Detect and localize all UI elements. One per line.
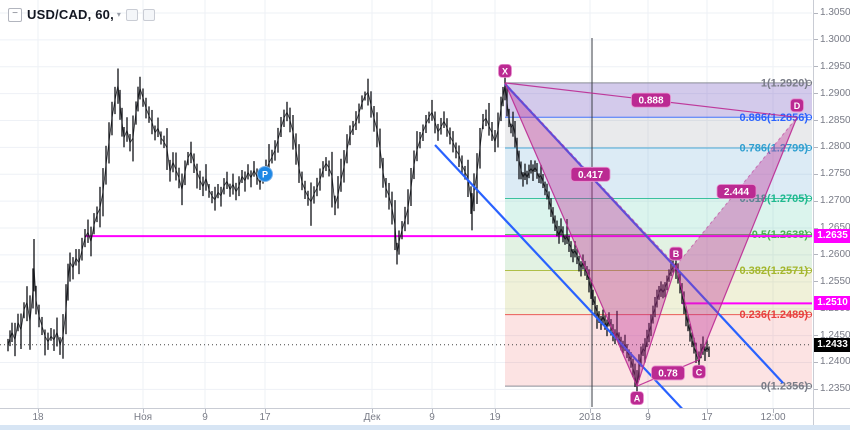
p-marker[interactable]: P	[257, 166, 273, 182]
svg-text:P: P	[262, 170, 268, 180]
price-tick-mark	[814, 66, 818, 68]
pattern-ratio-0.78[interactable]: 0.78	[651, 365, 685, 381]
bottom-toolbar-strip	[0, 425, 850, 430]
collapse-pane-icon[interactable]: −	[8, 7, 22, 22]
time-tick-label: 18	[32, 412, 44, 423]
price-tick-mark	[814, 388, 818, 390]
price-tick-label: 1.2400	[820, 356, 850, 368]
svg-text:X: X	[502, 66, 508, 76]
pattern-point-B[interactable]: B	[669, 246, 683, 261]
price-badge-1.2433: 1.2433	[814, 337, 850, 352]
price-tick-mark	[814, 254, 818, 256]
price-tick-mark	[814, 173, 818, 175]
fib-band-0.5	[505, 234, 812, 271]
price-tick-label: 1.2850	[820, 114, 850, 126]
time-tick-mark	[143, 409, 144, 413]
axis-corner	[813, 408, 850, 425]
time-tick-label: 12:00	[760, 412, 786, 423]
price-tick-mark	[814, 227, 818, 229]
time-tick-mark	[590, 409, 591, 413]
pattern-point-C[interactable]: C	[692, 364, 706, 379]
trendline-1[interactable]	[434, 144, 688, 408]
price-tick-label: 1.2750	[820, 168, 850, 180]
time-axis[interactable]: 18 Ноя 9 17 Дек 9 19 2018 9 17 12:00	[0, 408, 813, 425]
trendline-2[interactable]	[504, 83, 784, 384]
candles	[7, 84, 710, 388]
price-tick-label: 1.2550	[820, 275, 850, 287]
time-tick-label: 2018	[578, 412, 602, 423]
legend-toggle-icon-2[interactable]	[142, 8, 155, 21]
price-tick-mark	[814, 93, 818, 95]
time-tick-mark	[38, 409, 39, 413]
xabcd-pattern[interactable]	[504, 82, 798, 387]
price-tick-label: 1.2450	[820, 329, 850, 341]
symbol-title[interactable]: USD/CAD, 60,	[27, 7, 114, 22]
price-axis[interactable]: 1.3050 1.3000 1.2950 1.2900 1.2850 1.2800 1.27…	[813, 0, 850, 408]
plot-background	[0, 0, 812, 408]
time-tick-label: 17	[701, 412, 713, 423]
fib-band-0.886	[505, 117, 812, 148]
price-tick-label: 1.2900	[820, 87, 850, 99]
time-tick-label: 9	[202, 412, 208, 423]
pattern-point-X[interactable]: X	[498, 63, 512, 78]
price-tick-mark	[814, 361, 818, 363]
time-tick-label: Дек	[363, 412, 381, 423]
price-tick-mark	[814, 120, 818, 122]
time-tick-mark	[707, 409, 708, 413]
svg-text:C: C	[696, 367, 703, 377]
price-tick-mark	[814, 335, 818, 337]
time-tick-label: 9	[645, 412, 651, 423]
time-tick-mark	[265, 409, 266, 413]
pattern-ratio-0.888[interactable]: 0.888	[631, 92, 671, 108]
svg-text:2.444: 2.444	[724, 187, 749, 198]
price-tick-mark	[814, 12, 818, 14]
price-tick-label: 1.2950	[820, 60, 850, 72]
time-tick-mark	[205, 409, 206, 413]
pattern-ratio-0.417[interactable]: 0.417	[570, 166, 611, 182]
fib-retracement[interactable]: 1(1.2920)0.886(1.2856)0.786(1.2799)0.618…	[505, 77, 813, 393]
chevron-down-icon[interactable]: ▾	[116, 10, 121, 19]
chart-legend: − USD/CAD, 60, ▾	[8, 7, 155, 22]
price-tick-mark	[814, 200, 818, 202]
time-tick-mark	[648, 409, 649, 413]
svg-text:0.417: 0.417	[578, 170, 603, 181]
price-tick-label: 1.2650	[820, 222, 850, 234]
price-tick-label: 1.2800	[820, 141, 850, 153]
fib-band-0.786	[505, 147, 812, 199]
price-tick-mark	[814, 39, 818, 41]
svg-text:0.78: 0.78	[658, 368, 678, 379]
svg-text:B: B	[673, 249, 680, 259]
price-badge-1.2635: 1.2635	[814, 229, 850, 244]
time-tick-label: Ноя	[133, 412, 153, 423]
price-tick-label: 1.2600	[820, 248, 850, 260]
price-tick-label: 1.2350	[820, 383, 850, 395]
time-tick-label: 9	[429, 412, 435, 423]
price-chart-canvas[interactable]: 1(1.2920)0.886(1.2856)0.786(1.2799)0.618…	[0, 0, 813, 408]
price-tick-mark	[814, 146, 818, 148]
legend-toggle-icon-1[interactable]	[125, 8, 138, 21]
time-tick-mark	[432, 409, 433, 413]
time-tick-mark	[773, 409, 774, 413]
time-tick-label: 17	[259, 412, 271, 423]
time-tick-mark	[372, 409, 373, 413]
svg-text:0.888: 0.888	[638, 96, 663, 107]
price-badge-1.2510: 1.2510	[814, 296, 850, 311]
price-tick-label: 1.2700	[820, 195, 850, 207]
price-tick-mark	[814, 281, 818, 283]
pattern-point-D[interactable]: D	[790, 98, 804, 113]
pattern-ratio-2.444[interactable]: 2.444	[716, 184, 757, 199]
time-tick-mark	[495, 409, 496, 413]
svg-text:D: D	[794, 101, 801, 111]
price-tick-label: 1.3000	[820, 33, 850, 45]
price-tick-label: 1.3050	[820, 7, 850, 18]
svg-text:A: A	[634, 394, 641, 404]
pattern-point-A[interactable]: A	[630, 391, 644, 406]
time-tick-label: 19	[489, 412, 501, 423]
